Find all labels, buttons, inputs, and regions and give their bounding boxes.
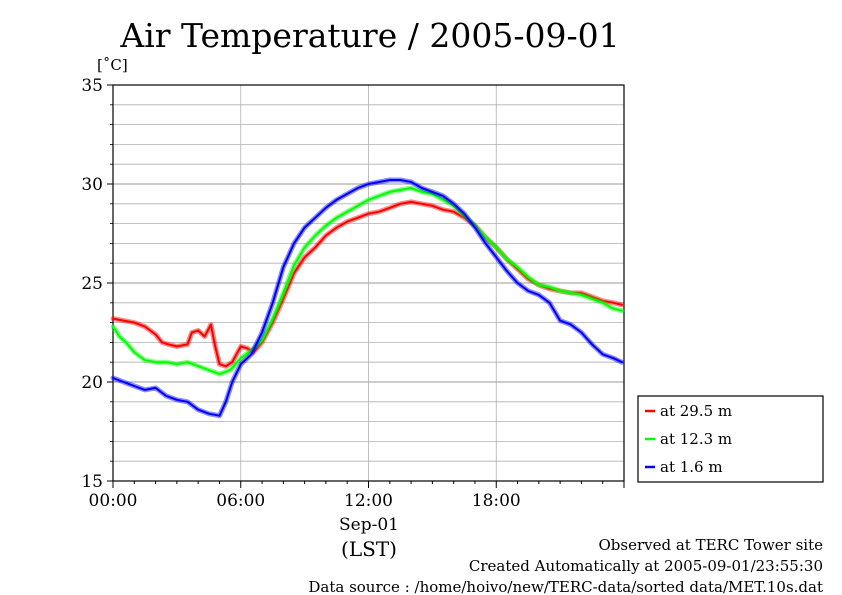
y-tick-label: 35 <box>81 76 103 96</box>
series-line-1 <box>110 199 625 369</box>
series-layer <box>110 177 625 419</box>
series-line-2 <box>110 185 625 377</box>
footer-site-note: Observed at TERC Tower site <box>598 536 823 554</box>
y-tick-label: 20 <box>81 373 103 393</box>
axis-ticks <box>107 84 625 488</box>
y-axis-unit-label: [˚C] <box>97 56 128 74</box>
legend-label: at 29.5 m <box>660 402 732 420</box>
y-tick-labels: 15 20 25 30 35 <box>81 76 103 492</box>
legend-items: at 29.5 m at 12.3 m at 1.6 m <box>645 402 732 476</box>
series-path <box>112 179 623 417</box>
x-tick-labels: 00:00 06:00 12:00 18:00 <box>89 491 521 511</box>
grid-lines <box>113 85 624 481</box>
legend-label: at 12.3 m <box>660 430 732 448</box>
series-path <box>112 200 623 368</box>
legend-box <box>637 395 824 483</box>
x-axis-zone-label: (LST) <box>341 537 397 561</box>
x-tick-label: 18:00 <box>472 491 521 511</box>
footer-data-source: Data source : /home/hoivo/new/TERC-data/… <box>308 578 823 595</box>
x-tick-label: 00:00 <box>89 491 138 511</box>
y-tick-label: 30 <box>81 175 103 195</box>
footer-created-note: Created Automatically at 2005-09-01/23:5… <box>469 557 823 575</box>
legend: at 29.5 m at 12.3 m at 1.6 m <box>637 395 824 483</box>
x-tick-label: 06:00 <box>216 491 265 511</box>
x-tick-label: 12:00 <box>344 491 393 511</box>
x-axis-date-label: Sep-01 <box>339 515 399 535</box>
chart-title: Air Temperature / 2005-09-01 <box>119 16 619 55</box>
y-tick-label: 15 <box>81 472 103 492</box>
series-line-3 <box>110 177 625 419</box>
legend-label: at 1.6 m <box>660 458 723 476</box>
y-tick-label: 25 <box>81 274 103 294</box>
series-path <box>112 187 623 376</box>
